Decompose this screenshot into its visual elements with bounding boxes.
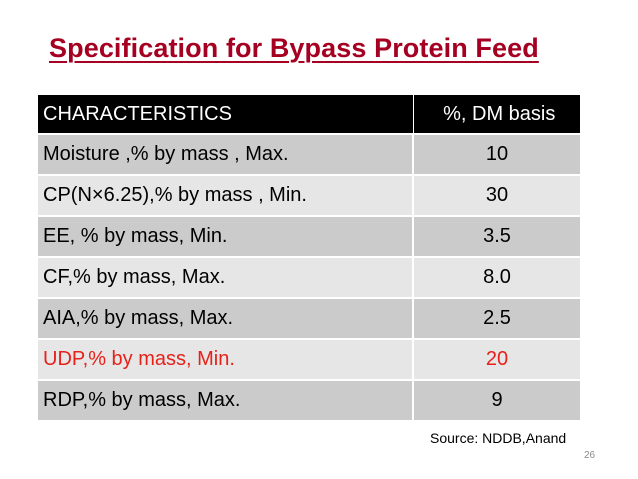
table-row-moisture: Moisture ,% by mass , Max. 10 — [38, 133, 580, 175]
table-row-rdp: RDP,% by mass, Max. 9 — [38, 379, 580, 420]
value-cell: 30 — [412, 174, 580, 216]
table-row-aia: AIA,% by mass, Max. 2.5 — [38, 297, 580, 339]
value-cell: 10 — [412, 133, 580, 175]
value-cell: 9 — [412, 379, 580, 420]
characteristic-cell: Moisture ,% by mass , Max. — [38, 133, 413, 175]
characteristic-cell: AIA,% by mass, Max. — [38, 297, 413, 339]
value-cell: 3.5 — [412, 215, 580, 257]
page-number: 26 — [584, 450, 596, 461]
characteristic-cell: EE, % by mass, Min. — [38, 215, 413, 257]
characteristic-cell: CP(N×6.25),% by mass , Min. — [38, 174, 413, 216]
value-cell: 2.5 — [412, 297, 580, 339]
source-note: Source: NDDB,Anand — [430, 430, 567, 446]
characteristic-cell: UDP,% by mass, Min. — [38, 338, 413, 380]
value-cell: 8.0 — [412, 256, 580, 298]
column-header-characteristics: CHARACTERISTICS — [38, 95, 413, 134]
slide-title: Specification for Bypass Protein Feed — [49, 33, 539, 63]
table-row-cf: CF,% by mass, Max. 8.0 — [38, 256, 580, 298]
table-header-row: CHARACTERISTICS %, DM basis — [38, 95, 580, 134]
characteristic-cell: CF,% by mass, Max. — [38, 256, 413, 298]
table-row-udp: UDP,% by mass, Min. 20 — [38, 338, 580, 380]
table-row-cp: CP(N×6.25),% by mass , Min. 30 — [38, 174, 580, 216]
specification-table: CHARACTERISTICS %, DM basis Moisture ,% … — [38, 95, 580, 420]
characteristic-cell: RDP,% by mass, Max. — [38, 379, 413, 420]
column-header-dm-basis: %, DM basis — [412, 95, 580, 134]
value-cell: 20 — [412, 338, 580, 380]
table-row-ee: EE, % by mass, Min. 3.5 — [38, 215, 580, 257]
